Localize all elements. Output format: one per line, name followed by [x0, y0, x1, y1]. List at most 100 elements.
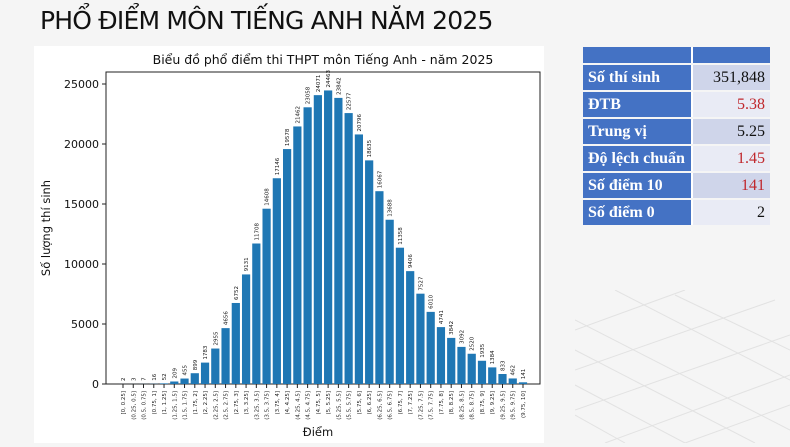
bar-value-label: 4656 [224, 311, 230, 325]
histogram-bar [365, 160, 373, 384]
decorative-grid [575, 290, 790, 443]
bar-value-label: 209 [172, 367, 178, 378]
chart-title: Biểu đồ phổ điểm thi THPT môn Tiếng Anh … [153, 52, 494, 67]
histogram-bar [488, 367, 496, 384]
histogram-bar [180, 379, 188, 384]
bar-value-label: 1783 [203, 345, 209, 359]
histogram-bar [314, 95, 322, 384]
histogram-bar [468, 354, 476, 384]
histogram-bar [160, 383, 168, 384]
bar-value-label: 3842 [449, 321, 455, 335]
y-tick-label: 20000 [64, 138, 99, 151]
histogram-bar [211, 349, 219, 384]
page-title: PHỔ ĐIỂM MÔN TIẾNG ANH NĂM 2025 [40, 6, 493, 35]
bar-value-label: 13688 [388, 199, 394, 217]
bar-value-label: 7527 [418, 276, 424, 290]
bar-value-label: 1384 [490, 350, 496, 364]
bar-value-label: 141 [521, 369, 527, 380]
bar-value-label: 833 [500, 360, 506, 371]
x-tick-label: (9.25, 9.5] [500, 391, 506, 420]
x-tick-label: (5, 5.25] [326, 391, 332, 415]
x-tick-label: (6.25, 6.5] [377, 391, 383, 420]
bar-value-label: 3 [131, 377, 137, 381]
bar-value-label: 23058 [306, 86, 312, 104]
bar-value-label: 2520 [470, 336, 476, 350]
x-tick-label: (9, 9.25] [490, 391, 496, 415]
histogram-bar [498, 374, 506, 384]
histogram-bar [293, 126, 301, 384]
stat-value: 5.38 [693, 92, 770, 117]
x-tick-label: (2.75, 3] [234, 391, 240, 415]
histogram-bar [324, 90, 332, 384]
stat-label: Số thí sinh [583, 65, 693, 90]
y-tick-label: 25000 [64, 78, 99, 91]
x-tick-label: (5.75, 6] [357, 391, 363, 415]
y-axis-label: Số lượng thí sinh [39, 180, 53, 276]
x-tick-label: (3.5, 3.75] [265, 391, 271, 420]
stat-value: 1.45 [693, 146, 770, 171]
histogram-chart: Biểu đồ phổ điểm thi THPT môn Tiếng Anh … [34, 46, 544, 443]
y-tick-label: 5000 [71, 318, 99, 331]
x-tick-label: (7, 7.25] [408, 391, 414, 415]
x-tick-label: (6, 6.25] [367, 391, 373, 415]
histogram-bar [509, 378, 517, 384]
bar-value-label: 16 [152, 373, 158, 380]
histogram-bar [427, 312, 435, 384]
bar-value-label: 16067 [377, 170, 383, 188]
stats-header-row [583, 47, 770, 63]
x-tick-label: (4.5, 4.75] [306, 391, 312, 420]
y-tick-label: 10000 [64, 258, 99, 271]
y-tick-label: 15000 [64, 198, 99, 211]
bar-value-label: 455 [183, 365, 189, 376]
bar-value-label: 7 [142, 377, 148, 381]
histogram-bar [283, 149, 291, 384]
histogram-bar [334, 98, 342, 384]
histogram-bar [386, 220, 394, 384]
bar-value-label: 19578 [285, 128, 291, 146]
x-tick-label: (5.5, 5.75] [347, 391, 353, 420]
histogram-bar [262, 209, 270, 384]
bar-value-label: 24071 [316, 75, 322, 93]
x-tick-label: (0.75, 1] [152, 391, 158, 415]
bar-value-label: 9131 [244, 257, 250, 271]
histogram-bar [437, 327, 445, 384]
x-tick-label: (8.75, 9] [480, 391, 486, 415]
x-tick-label: (1, 1.25] [162, 391, 168, 415]
y-tick-label: 0 [92, 378, 99, 391]
stat-value: 5.25 [693, 119, 770, 144]
histogram-bar [242, 274, 250, 384]
bar-value-label: 23842 [336, 77, 342, 95]
x-tick-label: (4.25, 4.5] [295, 391, 301, 420]
histogram-bar [201, 363, 209, 384]
x-tick-label: (4.75, 5] [316, 391, 322, 415]
histogram-bar [416, 294, 424, 384]
bar-value-label: 899 [193, 359, 199, 370]
x-tick-label: (2.5, 2.75] [224, 391, 230, 420]
histogram-bar [406, 271, 414, 384]
bar-value-label: 6010 [429, 294, 435, 308]
x-tick-label: (0.25, 0.5] [131, 391, 137, 420]
x-tick-label: (7.5, 7.75] [429, 391, 435, 420]
histogram-bar [478, 361, 486, 384]
bar-value-label: 1935 [480, 343, 486, 357]
x-tick-label: (7.75, 8] [439, 391, 445, 415]
stat-value: 2 [693, 200, 770, 225]
bar-value-label: 2 [121, 377, 127, 381]
x-axis-label: Điểm [303, 425, 333, 439]
stat-label: Số điểm 10 [583, 173, 693, 198]
histogram-bar [396, 248, 404, 384]
x-tick-label: (3.25, 3.5] [254, 391, 260, 420]
bar-value-label: 18635 [367, 139, 373, 157]
histogram-bar [232, 303, 240, 384]
stat-label: Trung vị [583, 119, 693, 144]
bar-value-label: 11358 [398, 227, 404, 245]
x-tick-label: (5.25, 5.5] [336, 391, 342, 420]
x-tick-label: (7.25, 7.5] [418, 391, 424, 420]
histogram-bar [170, 381, 178, 384]
stat-label: Độ lệch chuẩn [583, 146, 693, 171]
histogram-bar [355, 134, 363, 384]
